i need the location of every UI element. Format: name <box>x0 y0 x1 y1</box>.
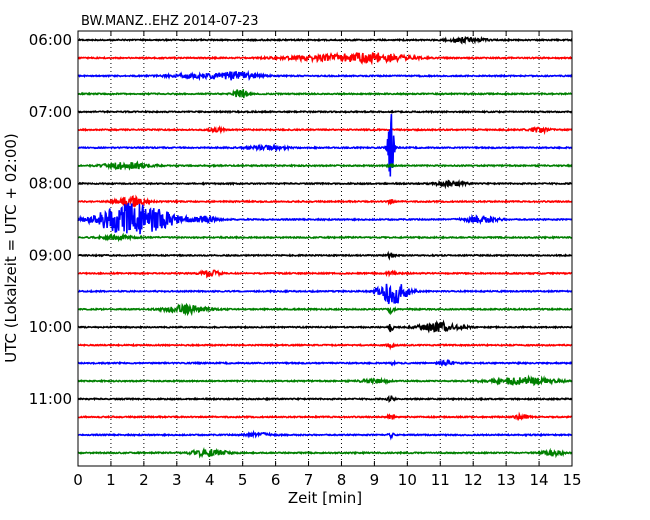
x-tick-label: 13 <box>497 471 516 489</box>
x-tick-label: 2 <box>139 471 149 489</box>
x-tick-label: 15 <box>562 471 581 489</box>
trace-1145 <box>77 446 573 459</box>
x-tick-label: 9 <box>370 471 380 489</box>
y-tick-label: 11:00 <box>29 390 72 408</box>
x-axis-ticks: 0 1 2 3 4 5 6 7 8 9 10 11 12 13 14 15 <box>73 31 582 489</box>
seismic-traces <box>77 35 573 459</box>
trace-0830 <box>77 202 573 235</box>
trace-0800 <box>77 179 573 190</box>
plot-frame <box>77 30 573 467</box>
y-axis-label: UTC (Lokalzeit = UTC + 02:00) <box>2 133 20 363</box>
x-tick-label: 6 <box>271 471 281 489</box>
trace-0845 <box>77 232 573 243</box>
trace-1130 <box>77 429 573 441</box>
chart-title: BW.MANZ..EHZ 2014-07-23 <box>81 14 259 29</box>
x-tick-label: 11 <box>431 471 450 489</box>
trace-0930 <box>77 283 573 305</box>
x-tick-label: 10 <box>398 471 417 489</box>
y-tick-label: 10:00 <box>29 318 72 336</box>
trace-0745 <box>77 160 573 171</box>
trace-0615 <box>77 51 573 66</box>
y-tick-label: 09:00 <box>29 246 72 264</box>
trace-0600 <box>77 35 573 45</box>
trace-0700 <box>77 109 573 115</box>
x-tick-label: 4 <box>205 471 215 489</box>
trace-1115 <box>77 411 573 422</box>
y-tick-label: 08:00 <box>29 175 72 193</box>
trace-1030 <box>77 358 573 367</box>
trace-0945 <box>78 302 573 317</box>
y-tick-label: 06:00 <box>29 31 72 49</box>
trace-1100 <box>77 395 573 403</box>
y-tick-label: 07:00 <box>29 103 72 121</box>
trace-0730 <box>77 114 573 177</box>
trace-1000 <box>77 319 573 334</box>
x-tick-label: 0 <box>73 471 83 489</box>
trace-0915 <box>77 269 573 279</box>
trace-0645 <box>77 88 573 99</box>
x-tick-label: 7 <box>304 471 314 489</box>
x-tick-label: 12 <box>464 471 483 489</box>
y-axis-ticks: 06:00 07:00 08:00 09:00 10:00 11:00 <box>29 31 572 408</box>
x-tick-label: 1 <box>106 471 116 489</box>
trace-0900 <box>77 250 573 261</box>
x-tick-label: 5 <box>238 471 248 489</box>
trace-1015 <box>77 342 573 351</box>
x-tick-label: 8 <box>337 471 347 489</box>
trace-0815 <box>77 194 573 208</box>
x-tick-label: 14 <box>530 471 549 489</box>
trace-0630 <box>77 69 573 82</box>
x-axis-label: Zeit [min] <box>288 489 362 507</box>
trace-0715 <box>77 125 573 136</box>
trace-1045 <box>77 374 573 387</box>
x-tick-label: 3 <box>172 471 182 489</box>
vertical-grid <box>110 31 540 466</box>
